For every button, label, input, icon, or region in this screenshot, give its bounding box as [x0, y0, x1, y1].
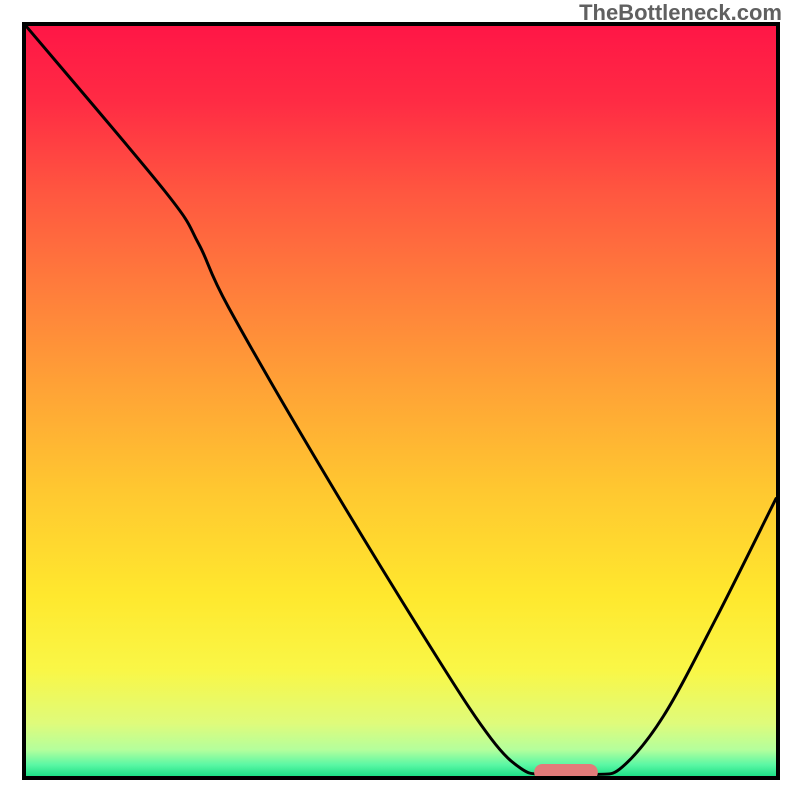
chart-frame: TheBottleneck.com — [0, 0, 800, 800]
gradient-background — [26, 26, 776, 776]
plot-area — [22, 22, 780, 780]
watermark-text: TheBottleneck.com — [579, 0, 782, 26]
